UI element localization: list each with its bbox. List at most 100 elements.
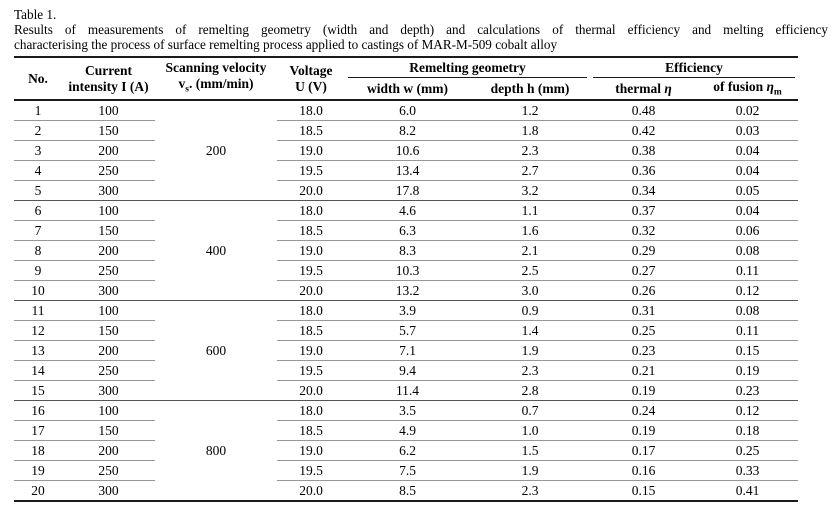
cell-fusion: 0.11 [697,320,799,341]
cell-voltage: 18.0 [277,100,345,121]
cell-no: 15 [14,380,62,401]
group-header-efficiency: Efficiency [590,57,798,78]
cell-width: 10.6 [345,140,470,161]
header-row-columns: width w (mm) depth h (mm) thermal η of f… [14,78,799,101]
cell-width: 13.4 [345,160,470,181]
measurement-table: No. Current intensity I (A) Scanning vel… [14,56,799,502]
cell-current: 300 [62,280,155,301]
cell-fusion: 0.04 [697,160,799,181]
cell-fusion: 0.18 [697,420,799,441]
cell-fusion: 0.11 [697,260,799,281]
col-header-voltage-line1: Voltage [289,62,333,78]
cell-no: 9 [14,260,62,281]
cell-current: 100 [62,200,155,221]
cell-current: 250 [62,460,155,481]
cell-no: 17 [14,420,62,441]
cell-thermal: 0.34 [590,180,698,201]
col-header-fusion: of fusion ηm [697,78,799,101]
cell-voltage: 20.0 [277,380,345,401]
cell-depth: 1.9 [470,460,591,481]
col-header-velocity: Scanning velocity vs. (mm/min) [155,57,277,101]
cell-fusion: 0.15 [697,340,799,361]
cell-depth: 2.7 [470,160,591,181]
cell-velocity: 200 [155,100,277,201]
cell-fusion: 0.41 [697,480,799,502]
cell-thermal: 0.29 [590,240,698,261]
col-header-voltage-line2: U (V) [295,78,327,94]
cell-current: 250 [62,360,155,381]
cell-thermal: 0.42 [590,120,698,141]
cell-fusion: 0.06 [697,220,799,241]
cell-depth: 1.6 [470,220,591,241]
cell-thermal: 0.17 [590,440,698,461]
cell-current: 100 [62,400,155,421]
cell-width: 3.9 [345,300,470,321]
cell-thermal: 0.32 [590,220,698,241]
table-row: 8 200 19.0 8.3 2.1 0.29 0.08 [14,240,799,261]
cell-thermal: 0.27 [590,260,698,281]
cell-velocity: 600 [155,300,277,401]
cell-voltage: 19.0 [277,440,345,461]
cell-current: 300 [62,480,155,502]
cell-width: 8.3 [345,240,470,261]
cell-width: 17.8 [345,180,470,201]
cell-voltage: 19.0 [277,340,345,361]
cell-no: 18 [14,440,62,461]
cell-no: 7 [14,220,62,241]
cell-fusion: 0.05 [697,180,799,201]
cell-fusion: 0.02 [697,100,799,121]
cell-depth: 2.3 [470,480,591,502]
cell-depth: 1.2 [470,100,591,121]
cell-no: 11 [14,300,62,321]
cell-current: 300 [62,180,155,201]
table-row: 9 250 19.5 10.3 2.5 0.27 0.11 [14,260,799,281]
cell-thermal: 0.36 [590,160,698,181]
cell-velocity: 400 [155,200,277,301]
cell-voltage: 18.0 [277,200,345,221]
cell-no: 4 [14,160,62,181]
cell-width: 4.6 [345,200,470,221]
cell-voltage: 19.0 [277,240,345,261]
cell-width: 7.5 [345,460,470,481]
cell-width: 4.9 [345,420,470,441]
cell-current: 200 [62,140,155,161]
cell-fusion: 0.25 [697,440,799,461]
cell-width: 5.7 [345,320,470,341]
cell-current: 150 [62,320,155,341]
cell-current: 250 [62,160,155,181]
cell-thermal: 0.21 [590,360,698,381]
cell-current: 150 [62,120,155,141]
table-row: 5 300 20.0 17.8 3.2 0.34 0.05 [14,180,799,201]
cell-no: 10 [14,280,62,301]
cell-fusion: 0.23 [697,380,799,401]
table-row: 16 100 800 18.0 3.5 0.7 0.24 0.12 [14,400,799,502]
caption-line-1: Results of measurements of remelting geo… [14,22,828,37]
cell-voltage: 18.5 [277,420,345,441]
table-row: 2 150 18.5 8.2 1.8 0.42 0.03 [14,120,799,141]
cell-thermal: 0.15 [590,480,698,502]
cell-no: 12 [14,320,62,341]
cell-voltage: 20.0 [277,280,345,301]
table-row: 13 200 19.0 7.1 1.9 0.23 0.15 [14,340,799,361]
cell-thermal: 0.19 [590,420,698,441]
cell-voltage: 19.0 [277,140,345,161]
col-header-width: width w (mm) [345,78,470,101]
cell-no: 3 [14,140,62,161]
cell-current: 200 [62,440,155,461]
table-row: 11 100 600 18.0 3.9 0.9 0.31 0.08 [14,300,799,401]
cell-fusion: 0.12 [697,400,799,421]
cell-voltage: 18.0 [277,300,345,321]
table-row: 19 250 19.5 7.5 1.9 0.16 0.33 [14,460,799,481]
cell-fusion: 0.08 [697,240,799,261]
cell-width: 10.3 [345,260,470,281]
cell-depth: 2.5 [470,260,591,281]
cell-depth: 2.8 [470,380,591,401]
cell-depth: 3.2 [470,180,591,201]
cell-velocity: 800 [155,400,277,502]
col-header-velocity-line2: vs. (mm/min) [178,75,254,95]
cell-current: 250 [62,260,155,281]
table-caption: Table 1. Results of measurements of reme… [14,7,828,52]
cell-no: 6 [14,200,62,221]
col-header-voltage: Voltage U (V) [277,57,345,101]
